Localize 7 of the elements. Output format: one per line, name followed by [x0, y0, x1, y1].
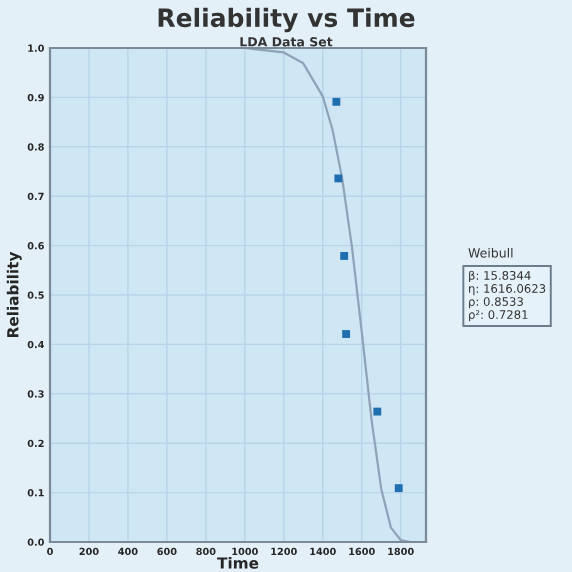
chart-title: Reliability vs Time — [158, 7, 415, 33]
point — [373, 407, 382, 416]
point — [342, 330, 351, 338]
point — [332, 97, 341, 106]
point — [334, 174, 343, 183]
point — [394, 484, 403, 493]
point — [340, 252, 349, 260]
